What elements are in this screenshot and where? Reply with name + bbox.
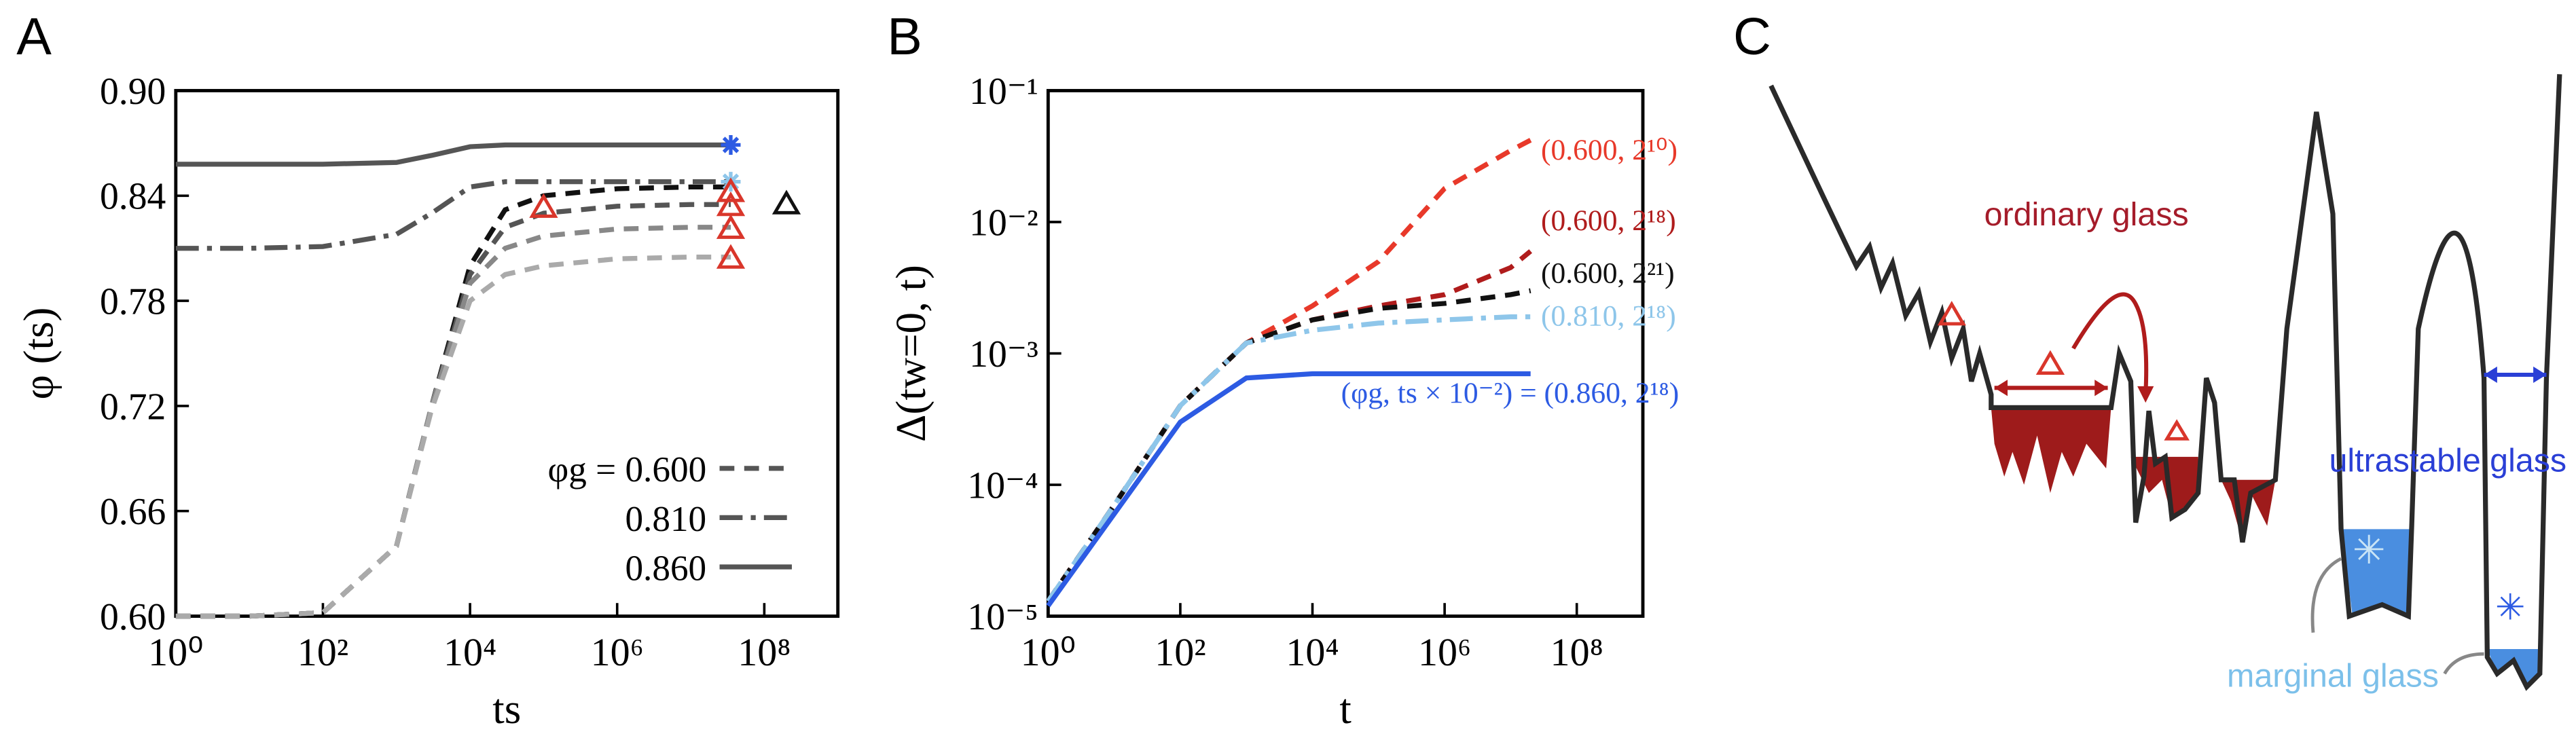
series-line [175, 179, 731, 251]
plot: 10⁰ 10² 10⁴ 10⁶ 10⁸ 0.60 0.66 0.72 0.78 0.84 0.90 t… [14, 71, 840, 733]
x-tick-label: 10⁰ [1021, 630, 1076, 674]
series-line [1046, 288, 1531, 603]
x-tick-label: 10⁸ [1550, 630, 1603, 674]
arrow-head [2137, 386, 2154, 403]
x-axis-label: t [1339, 685, 1352, 733]
y-tick-label: 0.66 [100, 491, 166, 533]
arrow-head [2484, 366, 2547, 384]
marker-triangle [529, 193, 558, 218]
plot: 10⁰ 10² 10⁴ 10⁶ 10⁸ 10⁻⁵ 10⁻⁴ 10⁻³ 10⁻² 10⁻¹ t Δ(tw… [887, 71, 1679, 733]
label: ordinary glass [1984, 196, 2189, 233]
triangle-icon [1937, 301, 2190, 441]
series-label: (φg, ts × 10⁻²) = (0.860, 2¹⁸) [1341, 377, 1680, 409]
series-label: (0.600, 2¹⁸) [1541, 204, 1676, 237]
series-label: (0.600, 2²¹) [1541, 257, 1675, 290]
y-tick-label: 10⁻² [969, 202, 1038, 244]
legend-label: 0.860 [625, 548, 706, 588]
x-tick-label: 10⁰ [148, 630, 203, 674]
series-line [175, 254, 731, 619]
y-tick-label: 10⁻³ [969, 333, 1038, 375]
y-tick-label: 0.60 [100, 596, 166, 638]
series-line [1046, 138, 1532, 603]
x-tick-label: 10² [1155, 630, 1205, 674]
y-tick-label: 0.78 [100, 280, 166, 322]
marker-triangle [716, 177, 746, 202]
landscape-curve [1768, 74, 2562, 691]
marker-triangle [716, 244, 746, 269]
y-axis-label: Δ(tw=0, t) [887, 265, 935, 442]
y-tick-label: 0.72 [100, 386, 166, 428]
x-tick-label: 10² [297, 630, 348, 674]
label: marginal glass [2227, 658, 2439, 695]
y-tick-label: 10⁻⁵ [967, 596, 1038, 638]
star-icon: ✳ [2495, 587, 2526, 627]
marker-triangle [772, 189, 801, 215]
y-axis-label: φ (ts) [14, 308, 62, 400]
series-label: (0.810, 2¹⁸) [1541, 299, 1676, 332]
panel-letter: B [887, 7, 922, 66]
marker-triangle [716, 214, 746, 239]
arrow [2443, 652, 2484, 675]
arrow [2071, 292, 2149, 395]
plot-frame [1046, 89, 1645, 618]
series-line [175, 142, 731, 167]
arrow [2310, 557, 2342, 633]
series-line [1046, 314, 1531, 603]
energy-landscape: ✳ ✳ ordinary glass ultrastable glass mar… [1768, 74, 2567, 695]
series-label: (0.600, 2¹⁰) [1541, 134, 1677, 166]
y-tick-label: 0.84 [100, 176, 166, 218]
panel-letter: C [1733, 7, 1771, 66]
label: ultrastable glass [2329, 443, 2567, 479]
arrow-head [1994, 380, 2108, 396]
x-tick-label: 10⁴ [1286, 630, 1339, 674]
legend-label: φg = 0.600 [548, 449, 707, 490]
panel-letter: A [16, 7, 52, 66]
y-tick-label: 10⁻¹ [969, 71, 1038, 113]
basin-fill [2487, 648, 2540, 687]
x-tick-label: 10⁸ [738, 630, 791, 674]
x-tick-label: 10⁴ [443, 630, 496, 674]
star-icon: ✳ [2353, 528, 2386, 572]
y-tick-label: 10⁻⁴ [967, 464, 1038, 506]
series-line [175, 184, 731, 619]
legend-label: 0.810 [625, 499, 706, 539]
x-axis-label: ts [492, 685, 521, 733]
basin-fill [2341, 529, 2410, 616]
basin-fill [1991, 407, 2111, 494]
x-tick-label: 10⁶ [591, 630, 644, 674]
basin-fill [2130, 456, 2198, 518]
series-line [1046, 371, 1531, 608]
series-line [175, 202, 731, 619]
y-tick-label: 0.90 [100, 71, 166, 113]
marker-star [721, 134, 741, 155]
series-line [175, 225, 731, 619]
plot-frame [174, 89, 840, 618]
x-tick-label: 10⁶ [1418, 630, 1471, 674]
